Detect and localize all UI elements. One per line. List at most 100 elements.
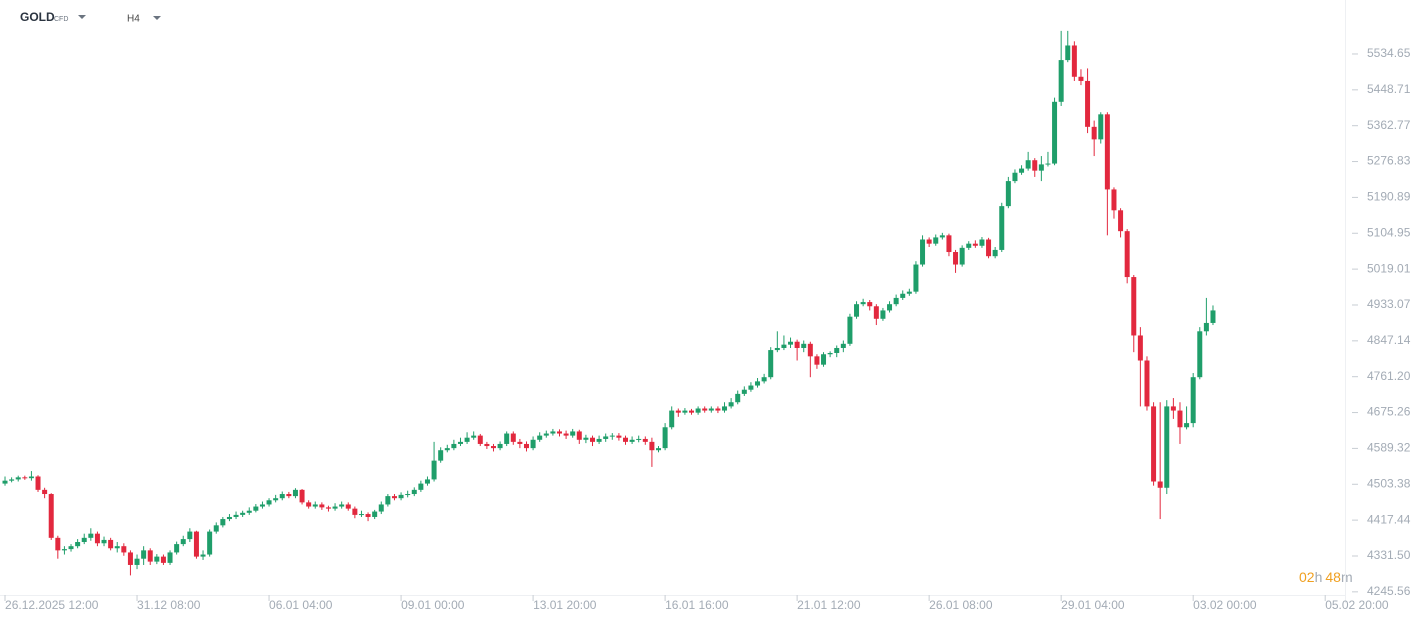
- x-tick-label: 31.12 08:00: [137, 598, 201, 612]
- candle-body: [220, 519, 226, 526]
- y-tick-label: 5448.71: [1367, 82, 1411, 96]
- candle-body: [959, 247, 965, 265]
- candle-body: [319, 504, 325, 508]
- countdown-minutes: 48: [1325, 569, 1341, 585]
- candle-body: [735, 393, 741, 403]
- candle-body: [385, 496, 391, 505]
- candle-body: [1058, 60, 1064, 102]
- candle-body: [761, 377, 767, 382]
- y-tick-label: 4331.50: [1367, 548, 1411, 562]
- candle-body: [391, 496, 397, 499]
- candle-body: [623, 437, 629, 442]
- candle-body: [1052, 101, 1058, 164]
- candle-body: [609, 435, 615, 437]
- candle-body: [1091, 126, 1097, 140]
- candle-body: [259, 504, 265, 507]
- candle-body: [933, 237, 939, 244]
- y-tick-label: 5534.65: [1367, 46, 1411, 60]
- candle-body: [286, 494, 292, 497]
- candle-body: [920, 239, 926, 265]
- candle-body: [312, 504, 318, 507]
- candle-body: [946, 235, 952, 253]
- candle-body: [200, 554, 206, 557]
- candle-body: [147, 550, 153, 562]
- candle-body: [42, 489, 48, 495]
- candle-body: [695, 408, 701, 413]
- candle-body: [28, 476, 34, 479]
- candle-body: [174, 544, 180, 553]
- candle-body: [279, 494, 285, 499]
- x-tick-label: 13.01 20:00: [533, 598, 597, 612]
- candle-body: [913, 264, 919, 292]
- candle-body: [1118, 210, 1124, 232]
- x-tick-label: 26.01 08:00: [929, 598, 993, 612]
- candle-body: [966, 243, 972, 248]
- candle-body: [1197, 331, 1203, 378]
- candle-body: [880, 310, 886, 319]
- symbol-dropdown[interactable]: [78, 15, 86, 19]
- candle-body: [167, 552, 173, 563]
- candle-body: [2, 480, 8, 484]
- symbol-type: CFD: [54, 16, 68, 23]
- candle-body: [1111, 189, 1117, 211]
- candle-body: [840, 343, 846, 348]
- candle-body: [689, 410, 695, 413]
- candle-body: [226, 516, 232, 520]
- candle-body: [827, 352, 833, 355]
- timeframe[interactable]: H4: [127, 14, 140, 25]
- candle-body: [457, 441, 463, 444]
- candle-body: [213, 525, 219, 532]
- candle-body: [88, 533, 94, 538]
- candle-body: [642, 438, 648, 442]
- y-tick-label: 4417.44: [1367, 512, 1411, 526]
- y-tick-label: 4589.32: [1367, 441, 1411, 455]
- y-tick-label: 5104.95: [1367, 225, 1411, 239]
- candle-body: [114, 546, 120, 549]
- candle-body: [867, 302, 873, 307]
- candle-body: [583, 437, 589, 440]
- candle-body: [1005, 181, 1011, 207]
- candle-body: [847, 316, 853, 344]
- candle-body: [325, 507, 331, 509]
- candle-body: [979, 239, 985, 246]
- candle-body: [1164, 406, 1170, 488]
- candle-body: [728, 402, 734, 407]
- x-tick-label: 03.02 00:00: [1193, 598, 1257, 612]
- candle-body: [451, 443, 457, 449]
- candle-body: [266, 500, 272, 505]
- candle-body: [134, 558, 140, 565]
- candle-body: [576, 431, 582, 440]
- timeframe-dropdown[interactable]: [153, 16, 161, 20]
- candle-body: [992, 249, 998, 257]
- symbol[interactable]: GOLD: [20, 10, 55, 24]
- candle-body: [900, 293, 906, 298]
- y-tick-label: 4933.07: [1367, 297, 1411, 311]
- candle-body: [649, 441, 655, 451]
- candle-body: [339, 504, 345, 507]
- candle-body: [365, 514, 371, 517]
- candle-body: [1065, 45, 1071, 61]
- candle-body: [834, 347, 840, 353]
- candle-body: [523, 443, 529, 449]
- candle-body: [22, 477, 28, 479]
- candle-body: [1131, 277, 1137, 336]
- candle-body: [636, 438, 642, 440]
- candle-body: [477, 435, 483, 444]
- candle-body: [1170, 406, 1176, 411]
- y-tick-label: 4847.14: [1367, 333, 1411, 347]
- candle-body: [127, 552, 133, 565]
- candle-body: [61, 549, 67, 551]
- x-tick-label: 16.01 16:00: [665, 598, 729, 612]
- candle-body: [160, 556, 166, 563]
- y-tick-label: 5019.01: [1367, 261, 1411, 275]
- candle-body: [405, 494, 411, 496]
- candle-body: [464, 437, 470, 442]
- candle-body: [1019, 168, 1025, 173]
- candle-body: [570, 431, 576, 436]
- y-tick-label: 4503.38: [1367, 476, 1411, 490]
- candle-body: [939, 235, 945, 238]
- y-tick-label: 5362.77: [1367, 118, 1411, 132]
- candle-body: [180, 539, 186, 545]
- candle-body: [1032, 160, 1038, 171]
- candle-body: [358, 514, 364, 516]
